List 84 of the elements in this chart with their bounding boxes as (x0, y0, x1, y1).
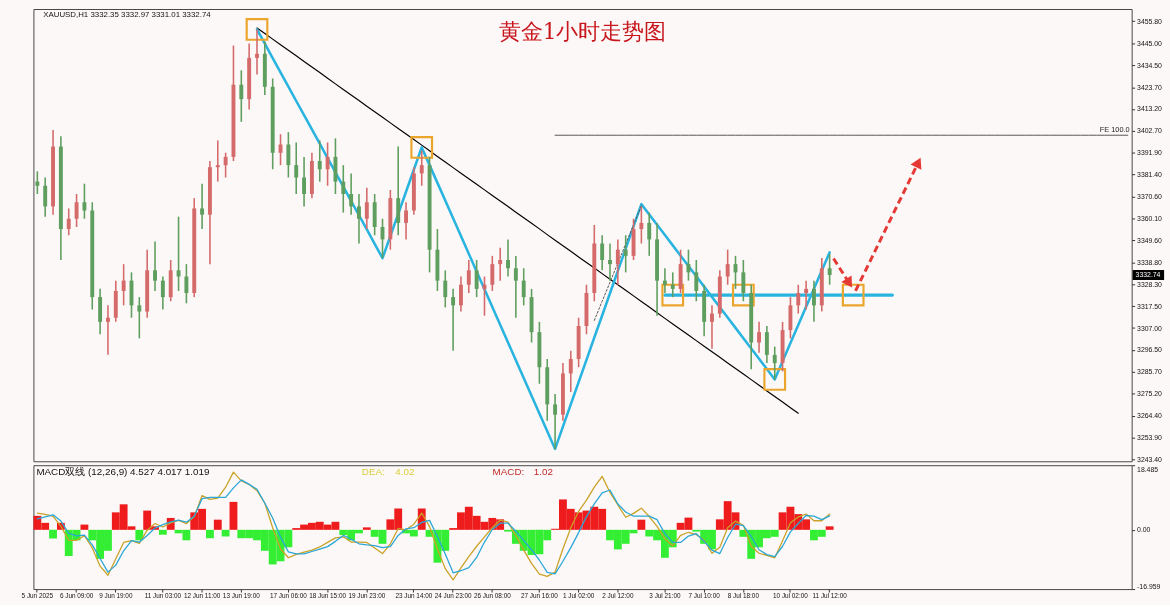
candlestick (74, 193, 79, 228)
candlestick (474, 259, 479, 298)
candlestick (160, 275, 165, 311)
candlestick (43, 176, 48, 218)
candlestick (623, 234, 628, 274)
annotation: 4.02 (395, 466, 415, 478)
bar (221, 529, 230, 537)
candlestick (670, 271, 675, 298)
point (731, 283, 755, 307)
candlestick (772, 345, 777, 381)
candlestick (827, 253, 832, 286)
point (763, 368, 787, 391)
bar (362, 527, 371, 530)
candlestick (796, 283, 801, 315)
candlestick (725, 248, 730, 286)
point (410, 136, 434, 159)
candlestick (357, 193, 361, 245)
candlestick (66, 207, 71, 237)
candlestick (466, 259, 471, 294)
candlestick (764, 325, 769, 364)
candlestick (364, 187, 369, 230)
candlestick (647, 211, 652, 257)
candlestick (490, 255, 495, 292)
candlestick (506, 238, 510, 278)
candlestick (341, 164, 346, 214)
bar (158, 529, 167, 535)
candlestick (137, 296, 142, 340)
candlestick (121, 263, 126, 307)
candlestick (710, 304, 714, 350)
candlestick (294, 141, 299, 195)
candlestick (757, 321, 761, 354)
text: 黄金1小时走势图 (498, 19, 667, 45)
candlestick (223, 151, 228, 179)
candlestick (184, 263, 189, 305)
candlestick (325, 141, 330, 187)
bar (49, 529, 57, 539)
candlestick (804, 279, 809, 311)
candlestick (349, 172, 354, 216)
bar (213, 519, 222, 530)
candlestick (451, 288, 456, 352)
candlestick (498, 246, 503, 282)
candlestick (513, 255, 518, 319)
candlestick (255, 28, 259, 76)
candlestick (568, 349, 573, 393)
point (245, 18, 269, 41)
candlestick (286, 131, 291, 179)
point (841, 283, 865, 307)
candlestick (608, 242, 612, 282)
candlestick (694, 259, 699, 303)
candlestick (176, 215, 181, 292)
candlestick (200, 182, 205, 230)
annotation: DEA: (361, 466, 385, 478)
candlestick (615, 238, 620, 286)
candlestick (105, 304, 110, 356)
candlestick (443, 269, 448, 309)
annotation: 1.02 (533, 466, 554, 478)
annotation: XAUUSD,H1 3332.35 3332.97 3331.01 3332.74 (43, 9, 212, 19)
candlestick (153, 240, 157, 292)
candlestick (553, 393, 558, 450)
candlestick (811, 279, 816, 323)
candlestick (215, 139, 220, 183)
candlestick (239, 69, 244, 123)
annotation: MACD双线 (12,26,9) 4.527 4.017 1.019 (36, 466, 210, 478)
candlestick (35, 170, 40, 195)
point (661, 283, 685, 307)
candlestick (662, 267, 667, 294)
candlestick (404, 201, 408, 241)
candlestick (741, 259, 746, 303)
bar (637, 519, 646, 530)
candlestick (317, 139, 322, 183)
annotation: MACD: (492, 466, 525, 478)
bar (135, 529, 144, 541)
bar (825, 526, 834, 530)
bar (206, 529, 214, 539)
candlestick (458, 275, 463, 313)
candlestick (600, 234, 605, 272)
candlestick (686, 248, 691, 282)
bar (80, 524, 89, 530)
candlestick (639, 205, 644, 245)
line-series (593, 205, 642, 321)
candlestick (521, 267, 526, 307)
candlestick (302, 156, 307, 208)
candlestick (419, 149, 424, 187)
candlestick (82, 182, 87, 220)
